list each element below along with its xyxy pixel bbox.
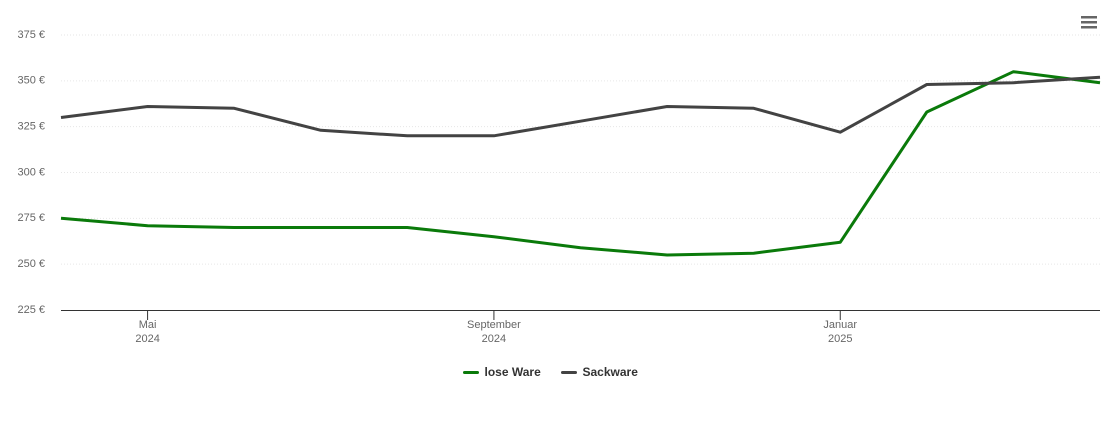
x-tick-label: Mai 2024 [135, 319, 160, 345]
menu-bar [1081, 16, 1097, 19]
legend-item[interactable]: lose Ware [462, 365, 541, 379]
y-tick-label: 325 € [17, 121, 45, 133]
series-line [60, 75, 1101, 138]
series-line [60, 70, 1101, 257]
y-tick-label: 275 € [17, 212, 45, 224]
menu-button[interactable] [1081, 16, 1097, 29]
y-tick-label: 225 € [17, 304, 45, 316]
menu-bar [1081, 21, 1097, 24]
legend-label: Sackware [582, 365, 638, 379]
x-tick-label: September 2024 [467, 319, 521, 345]
legend-item[interactable]: Sackware [560, 365, 638, 379]
x-tick-label: Januar 2025 [823, 319, 858, 345]
y-tick-label: 375 € [17, 29, 45, 41]
legend-swatch [560, 370, 577, 374]
legend-swatch [462, 370, 479, 374]
legend-label: lose Ware [484, 365, 541, 379]
y-tick-label: 250 € [17, 258, 45, 270]
y-tick-label: 300 € [17, 166, 45, 178]
menu-bar [1081, 26, 1097, 29]
y-tick-label: 350 € [17, 75, 45, 87]
